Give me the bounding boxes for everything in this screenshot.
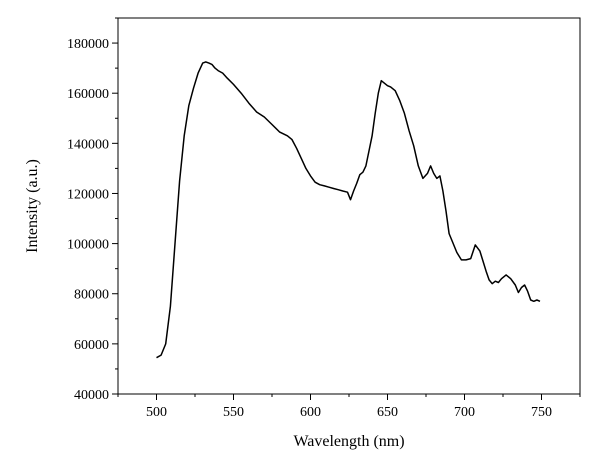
- series-line: [156, 61, 541, 359]
- y-tick-label: 160000: [67, 87, 109, 102]
- y-axis-label: Intensity (a.u.): [24, 159, 41, 253]
- x-axis-label: Wavelength (nm): [293, 433, 404, 450]
- plot-frame: [117, 17, 581, 395]
- y-tick-label: 80000: [74, 288, 109, 303]
- y-tick-label: 60000: [74, 338, 109, 353]
- x-tick-label: 650: [377, 405, 398, 420]
- series-layer: [156, 61, 541, 359]
- x-axis-ticks: 500 550 600 650 700 750: [117, 394, 581, 420]
- y-tick-label: 120000: [67, 187, 109, 202]
- y-tick-label: 180000: [67, 37, 109, 52]
- x-tick-label: 500: [146, 405, 167, 420]
- x-tick-label: 750: [531, 405, 552, 420]
- y-tick-label: 40000: [74, 388, 109, 403]
- y-tick-label: 100000: [67, 238, 109, 253]
- x-tick-label: 600: [300, 405, 321, 420]
- x-tick-label: 700: [454, 405, 475, 420]
- x-tick-label: 550: [223, 405, 244, 420]
- y-axis-ticks: 40000 60000 80000 100000 120000 140000 160000 1…: [67, 17, 118, 403]
- y-tick-label: 140000: [67, 137, 109, 152]
